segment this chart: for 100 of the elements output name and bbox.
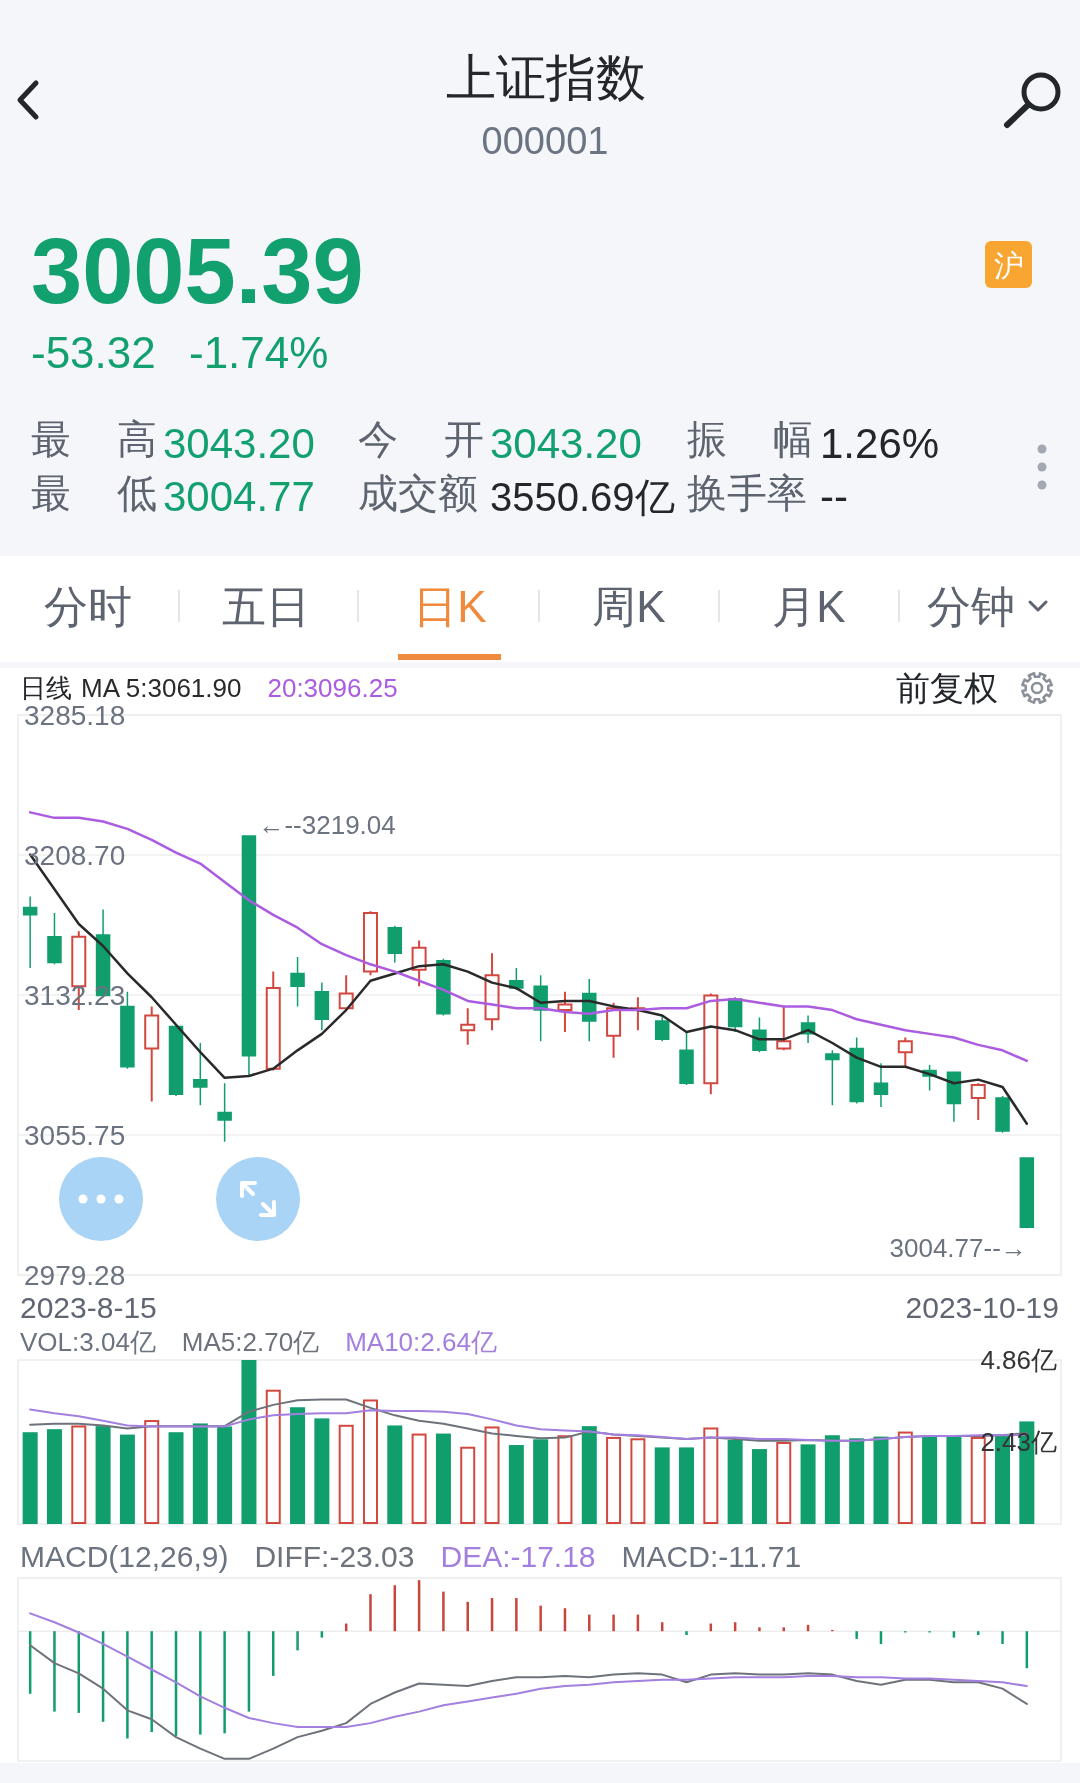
text: 3043.20 [490,420,642,467]
series-label: MA5:2.70亿 [181,1327,320,1357]
text: 2023-8-15 [20,1291,157,1324]
annotation: ←--3219.04 [258,810,396,841]
bar [922,1435,938,1524]
annotation: 3004.77--→ [889,1233,1027,1264]
bar [272,1631,275,1676]
candlestick [241,835,257,1077]
candlestick [362,910,378,977]
candlestick [825,1049,840,1107]
candlestick [654,1014,670,1042]
candlestick [776,1005,792,1052]
bar [679,1447,695,1524]
text: 分时 [44,582,132,631]
candlestick [703,992,719,1096]
bar [387,1425,403,1524]
bar [223,1631,226,1734]
bar [241,1360,257,1524]
bar [192,1423,208,1524]
text: 3043.20 [163,420,315,467]
text: 1.26% [820,420,940,467]
text: DIFF:-23.03 [254,1540,415,1573]
text: 分钟 [927,582,1015,631]
candlestick [338,974,354,1010]
bar [588,1614,591,1632]
bar [296,1631,299,1651]
text: 振幅 [687,417,813,461]
text: 3550.69亿 [490,475,675,519]
text: 000001 [481,120,609,162]
candlestick [411,939,427,988]
candlestick [387,925,403,964]
bar [855,1631,858,1639]
candlestick [436,958,451,1017]
bar [533,1439,549,1524]
candlestick [1019,1157,1035,1230]
candlestick [144,1005,160,1103]
bar [685,1631,688,1636]
text: 前复权 [896,669,998,707]
bar [776,1442,792,1524]
text: 3005.39 [31,220,364,322]
bar [168,1432,184,1524]
text: 20:3096.25 [267,673,398,703]
candlestick [557,990,573,1034]
bar [369,1594,372,1632]
bar [53,1631,56,1712]
bar [144,1420,160,1524]
text: 日K [413,582,487,631]
candlestick [290,956,305,1008]
bar [22,1432,38,1524]
bar [654,1447,670,1524]
bar [727,1439,743,1524]
candlestick [995,1095,1010,1134]
candlestick [484,952,500,1032]
candlestick [193,1042,208,1107]
y-tick-label: 4.86亿 [980,1345,1057,1375]
text: 上证指数 [446,50,646,106]
text: 周K [592,582,666,631]
candlestick [217,1082,232,1143]
text: 沪 [993,249,1024,282]
text: DEA:-17.18 [440,1540,596,1573]
text: 成交额 [358,471,478,515]
bar [71,1425,87,1524]
chart-title: MACD(12,26,9) [20,1540,229,1573]
text: -1.74% [189,328,329,377]
text: 月K [772,582,846,631]
candlestick [946,1071,962,1123]
bar [849,1438,865,1524]
text: 今开 [358,417,484,461]
candlestick [897,1036,913,1068]
bar [824,1435,840,1524]
bar [508,1445,524,1524]
bar [314,1418,330,1524]
bar [46,1429,62,1524]
bar [630,1438,646,1524]
candlestick [873,1062,889,1108]
text: 2023-10-19 [905,1291,1059,1324]
text: -53.32 [31,328,156,377]
bar [515,1598,518,1632]
y-tick-label: 3208.70 [24,839,126,871]
bar [612,1614,615,1632]
text: 最低 [31,471,157,515]
bar [873,1436,889,1524]
bar [1001,1631,1004,1644]
text: 换手率 [687,471,807,515]
bar [362,1399,378,1524]
text: 3004.77 [163,473,315,520]
candlestick [606,1001,622,1059]
text: MACD:-11.71 [621,1540,802,1573]
bar [800,1444,816,1524]
bar [217,1426,233,1524]
candlestick [265,970,281,1070]
bar [126,1631,129,1739]
bar [703,1427,719,1524]
bar [265,1389,281,1525]
candlestick [849,1036,864,1105]
bar [946,1435,962,1524]
bar [581,1426,597,1524]
candlestick [47,912,62,966]
bar [466,1601,469,1632]
bar [338,1424,354,1524]
